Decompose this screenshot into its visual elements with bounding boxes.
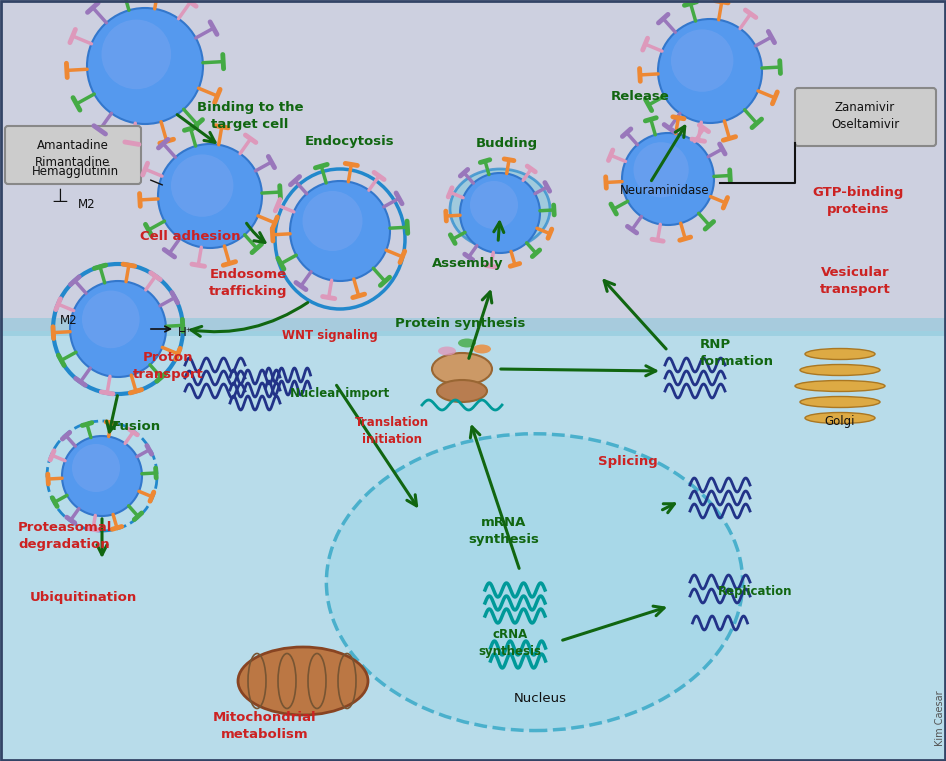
Text: Nuclear import: Nuclear import <box>290 387 390 400</box>
Ellipse shape <box>437 380 487 402</box>
Circle shape <box>171 154 234 217</box>
Circle shape <box>634 142 689 197</box>
FancyBboxPatch shape <box>5 126 141 184</box>
Text: WNT signaling: WNT signaling <box>282 330 377 342</box>
Text: Vesicular
transport: Vesicular transport <box>819 266 890 296</box>
Circle shape <box>87 8 203 124</box>
Text: Mitochondrial
metabolism: Mitochondrial metabolism <box>213 711 317 741</box>
Text: Cell adhesion: Cell adhesion <box>140 230 240 243</box>
Text: Assembly: Assembly <box>432 256 504 269</box>
Text: mRNA
synthesis: mRNA synthesis <box>468 516 539 546</box>
Ellipse shape <box>473 345 491 354</box>
Text: Zanamivir
Oseltamivir: Zanamivir Oseltamivir <box>831 101 899 131</box>
Ellipse shape <box>238 647 368 715</box>
Ellipse shape <box>805 412 875 424</box>
Text: Hemagglutinin: Hemagglutinin <box>32 164 119 177</box>
Bar <box>0 331 946 761</box>
Circle shape <box>70 281 166 377</box>
Circle shape <box>622 133 714 225</box>
Circle shape <box>470 181 518 229</box>
Text: M2: M2 <box>78 198 96 211</box>
Text: Translation
initiation: Translation initiation <box>355 416 429 446</box>
Text: RNP
formation: RNP formation <box>700 338 774 368</box>
Circle shape <box>671 30 733 92</box>
Bar <box>0 318 946 336</box>
Text: Ubiquitination: Ubiquitination <box>30 591 137 604</box>
Ellipse shape <box>326 434 743 731</box>
Text: Fusion: Fusion <box>112 419 161 432</box>
Ellipse shape <box>800 396 880 407</box>
Ellipse shape <box>795 380 885 391</box>
Circle shape <box>101 20 171 89</box>
Ellipse shape <box>458 339 476 348</box>
Text: H⁺: H⁺ <box>178 326 193 339</box>
Text: Proteasomal
degradation: Proteasomal degradation <box>18 521 113 551</box>
Circle shape <box>460 173 540 253</box>
FancyBboxPatch shape <box>795 88 936 146</box>
Text: Budding: Budding <box>476 136 538 149</box>
Text: Kim Caesar: Kim Caesar <box>935 690 945 746</box>
Circle shape <box>82 291 140 349</box>
Text: Endocytosis: Endocytosis <box>306 135 394 148</box>
Circle shape <box>158 144 262 248</box>
Text: cRNA
synthesis: cRNA synthesis <box>479 628 541 658</box>
Text: Release: Release <box>610 90 670 103</box>
Text: Proton
transport: Proton transport <box>132 351 203 381</box>
Text: Golgi: Golgi <box>825 415 855 428</box>
Circle shape <box>290 181 390 281</box>
Circle shape <box>658 19 762 123</box>
Text: Splicing: Splicing <box>598 454 657 467</box>
Circle shape <box>72 444 120 492</box>
Text: GTP-binding
proteins: GTP-binding proteins <box>813 186 903 216</box>
Text: Protein synthesis: Protein synthesis <box>394 317 525 330</box>
Circle shape <box>62 436 142 516</box>
Text: ⊥: ⊥ <box>51 186 68 205</box>
Ellipse shape <box>438 346 456 355</box>
Text: Binding to the
target cell: Binding to the target cell <box>197 101 304 131</box>
Text: Endosome
trafficking: Endosome trafficking <box>209 268 288 298</box>
Bar <box>0 0 946 331</box>
Text: Replication: Replication <box>718 584 793 597</box>
Text: M2: M2 <box>60 314 78 327</box>
Text: Nucleus: Nucleus <box>514 693 567 705</box>
Ellipse shape <box>800 365 880 375</box>
Circle shape <box>303 191 362 251</box>
Ellipse shape <box>450 169 550 249</box>
Text: Neuraminidase: Neuraminidase <box>620 184 710 198</box>
Ellipse shape <box>805 349 875 359</box>
Text: Amantadine
Rimantadine: Amantadine Rimantadine <box>35 139 111 169</box>
Ellipse shape <box>432 353 492 385</box>
